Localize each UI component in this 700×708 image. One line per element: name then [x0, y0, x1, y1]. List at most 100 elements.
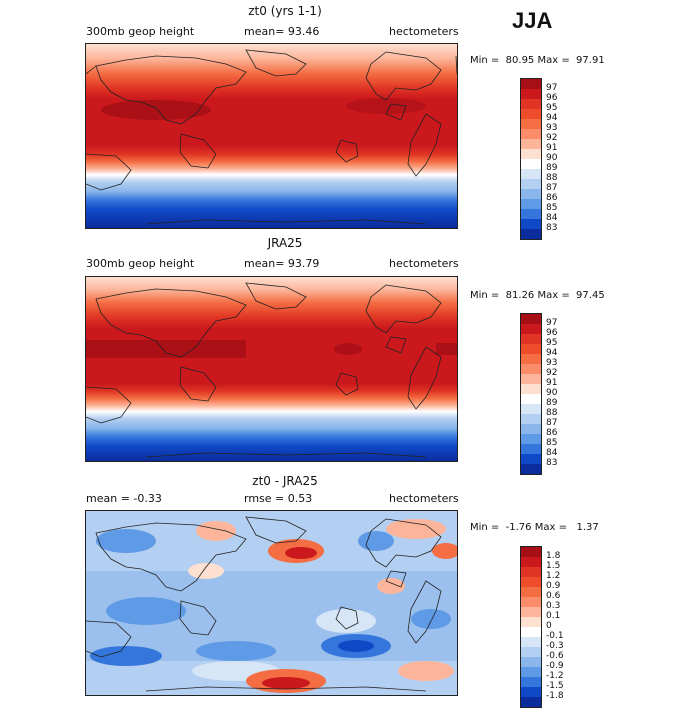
colorbar-tick-label: 0: [546, 621, 552, 631]
colorbar-tick-label: -1.2: [546, 671, 564, 681]
colorbar-swatch: [521, 229, 541, 239]
colorbar-tick-label: 1.5: [546, 561, 561, 571]
colorbar-tick-label: 0.9: [546, 581, 561, 591]
colorbar-tick-label: 96: [546, 328, 558, 338]
colorbar-swatch: [521, 547, 541, 557]
colorbar-swatch: [521, 464, 541, 474]
panel-3-units-label: hectometers: [389, 492, 459, 505]
colorbar-tick-label: 0.3: [546, 601, 561, 611]
colorbar-tick-label: 1.8: [546, 551, 561, 561]
colorbar-swatch: [521, 444, 541, 454]
colorbar-tick-label: 90: [546, 153, 558, 163]
panel-3-minmax: Min = -1.76 Max = 1.37: [470, 522, 599, 533]
colorbar-tick-label: 95: [546, 338, 558, 348]
colorbar-tick-label: -0.3: [546, 641, 564, 651]
colorbar-tick-label: 88: [546, 173, 558, 183]
colorbar-swatch: [521, 314, 541, 324]
colorbar-tick-label: 85: [546, 203, 558, 213]
colorbar-tick-label: 0.1: [546, 611, 561, 621]
colorbar-swatch: [521, 677, 541, 687]
colorbar-swatch: [521, 109, 541, 119]
panel-1-variable-label: 300mb geop height: [86, 25, 195, 38]
colorbar-tick-label: 84: [546, 213, 558, 223]
colorbar-tick-label: 96: [546, 93, 558, 103]
colorbar-tick-label: -1.5: [546, 681, 564, 691]
colorbar-tick-label: 86: [546, 193, 558, 203]
colorbar-swatch: [521, 617, 541, 627]
colorbar-tick-label: 90: [546, 388, 558, 398]
colorbar-tick-label: 94: [546, 113, 558, 123]
colorbar-tick-label: 91: [546, 143, 558, 153]
panel-1-units-label: hectometers: [389, 25, 459, 38]
colorbar-swatch: [521, 647, 541, 657]
colorbar-tick-label: -0.6: [546, 651, 564, 661]
colorbar-swatch: [521, 219, 541, 229]
colorbar-tick-label: 92: [546, 133, 558, 143]
panel-2-mean-label: mean= 93.79: [244, 257, 320, 270]
colorbar-swatch: [521, 567, 541, 577]
panel-3-rmse-label: rmse = 0.53: [244, 492, 313, 505]
colorbar-swatch: [521, 374, 541, 384]
panel-2-colorbar: [520, 313, 542, 475]
colorbar-tick-label: 87: [546, 183, 558, 193]
colorbar-swatch: [521, 79, 541, 89]
panel-3-colorbar: [520, 546, 542, 708]
colorbar-tick-label: -0.9: [546, 661, 564, 671]
colorbar-swatch: [521, 394, 541, 404]
colorbar-swatch: [521, 139, 541, 149]
colorbar-tick-label: 93: [546, 358, 558, 368]
colorbar-swatch: [521, 404, 541, 414]
panel-1-title: zt0 (yrs 1-1): [248, 4, 322, 18]
colorbar-tick-label: 88: [546, 408, 558, 418]
colorbar-swatch: [521, 687, 541, 697]
colorbar-tick-label: 93: [546, 123, 558, 133]
colorbar-tick-label: 92: [546, 368, 558, 378]
colorbar-swatch: [521, 149, 541, 159]
colorbar-swatch: [521, 627, 541, 637]
panel-1-colorbar: [520, 78, 542, 240]
colorbar-swatch: [521, 637, 541, 647]
colorbar-tick-label: 97: [546, 318, 558, 328]
colorbar-swatch: [521, 607, 541, 617]
colorbar-swatch: [521, 179, 541, 189]
colorbar-swatch: [521, 189, 541, 199]
colorbar-tick-label: -1.8: [546, 691, 564, 701]
colorbar-swatch: [521, 159, 541, 169]
colorbar-tick-label: -0.1: [546, 631, 564, 641]
colorbar-tick-label: 87: [546, 418, 558, 428]
panel-3-mean-label: mean = -0.33: [86, 492, 162, 505]
colorbar-swatch: [521, 169, 541, 179]
colorbar-tick-label: 97: [546, 83, 558, 93]
colorbar-tick-label: 85: [546, 438, 558, 448]
colorbar-swatch: [521, 577, 541, 587]
panel-2-minmax: Min = 81.26 Max = 97.45: [470, 290, 605, 301]
panel-3-title: zt0 - JRA25: [252, 474, 318, 488]
panel-1-minmax: Min = 80.95 Max = 97.91: [470, 55, 605, 66]
colorbar-swatch: [521, 667, 541, 677]
panel-1-mean-label: mean= 93.46: [244, 25, 320, 38]
colorbar-swatch: [521, 324, 541, 334]
colorbar-swatch: [521, 199, 541, 209]
colorbar-swatch: [521, 697, 541, 707]
colorbar-tick-label: 94: [546, 348, 558, 358]
colorbar-swatch: [521, 597, 541, 607]
colorbar-swatch: [521, 129, 541, 139]
colorbar-swatch: [521, 384, 541, 394]
colorbar-tick-label: 89: [546, 163, 558, 173]
colorbar-tick-label: 83: [546, 458, 558, 468]
panel-1-map: [85, 43, 458, 229]
colorbar-tick-label: 84: [546, 448, 558, 458]
panel-2-title: JRA25: [267, 236, 303, 250]
colorbar-tick-label: 89: [546, 398, 558, 408]
colorbar-tick-label: 0.6: [546, 591, 561, 601]
colorbar-swatch: [521, 434, 541, 444]
colorbar-swatch: [521, 209, 541, 219]
colorbar-swatch: [521, 657, 541, 667]
colorbar-swatch: [521, 424, 541, 434]
panel-2-units-label: hectometers: [389, 257, 459, 270]
panel-2-map: [85, 276, 458, 462]
colorbar-swatch: [521, 364, 541, 374]
colorbar-swatch: [521, 354, 541, 364]
panel-2-variable-label: 300mb geop height: [86, 257, 195, 270]
colorbar-tick-label: 86: [546, 428, 558, 438]
